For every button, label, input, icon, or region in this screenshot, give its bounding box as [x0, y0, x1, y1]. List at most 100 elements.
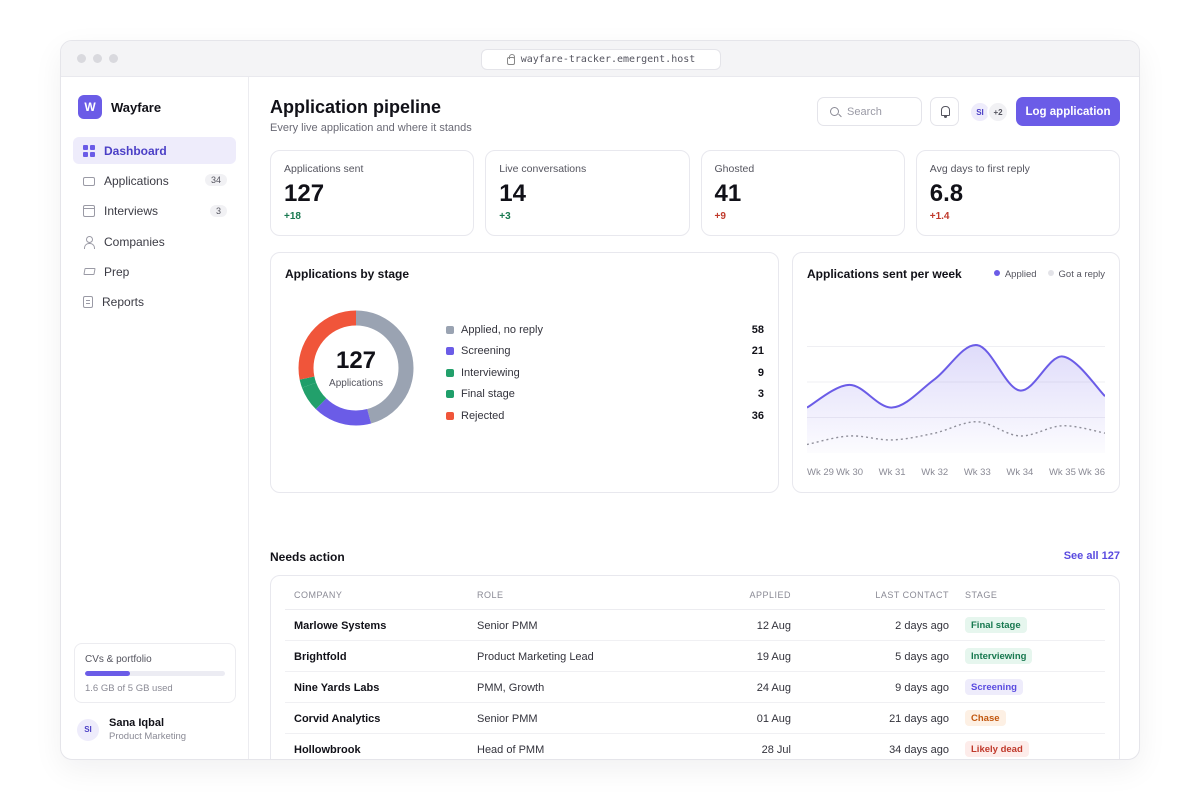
table-row[interactable]: Hollowbrook Head of PMM 28 Jul 34 days a… — [285, 734, 1105, 759]
team-avatars[interactable]: SI +2 — [969, 101, 1009, 123]
x-tick-label: Wk 29 — [807, 467, 834, 478]
cell-role: Senior PMM — [477, 620, 538, 632]
legend-label: Applied — [1004, 269, 1037, 280]
legend-item-rejected[interactable]: Rejected 36 — [446, 405, 764, 427]
cell-last-contact: 21 days ago — [889, 713, 949, 725]
notifications-button[interactable] — [930, 97, 959, 126]
legend-swatch — [446, 368, 454, 377]
kpi-delta: +3 — [499, 211, 511, 222]
folder-icon — [83, 177, 95, 187]
column-header-company[interactable]: COMPANY — [294, 590, 343, 600]
table-row[interactable]: Marlowe Systems Senior PMM 12 Aug 2 days… — [285, 610, 1105, 641]
sidebar: W Wayfare Dashboard Applications 34 Inte… — [61, 77, 249, 759]
calendar-icon — [83, 205, 95, 218]
cell-role: Senior PMM — [477, 713, 538, 725]
kpi-card-live-conversations[interactable]: Live conversations 14 +3 — [485, 150, 690, 236]
legend-value: 3 — [757, 388, 764, 401]
sidebar-nav: Dashboard Applications 34 Interviews 3 C… — [73, 137, 236, 319]
sidebar-item-applications[interactable]: Applications 34 — [73, 167, 236, 194]
legend-item-got-a-reply[interactable]: Got a reply — [1047, 269, 1105, 280]
search-input[interactable]: Search — [817, 97, 922, 126]
series-line-got-a-reply[interactable] — [807, 421, 1105, 446]
donut-center: 127 Applications — [294, 306, 418, 430]
legend-label: Final stage — [461, 388, 515, 401]
kpi-value: 6.8 — [929, 180, 964, 207]
cell-applied: 24 Aug — [756, 682, 791, 694]
document-icon — [83, 296, 93, 309]
table-row[interactable]: Brightfold Product Marketing Lead 19 Aug… — [285, 641, 1105, 672]
x-axis-ticks: Wk 29 Wk 30 Wk 31 Wk 32 Wk 33 Wk 34 Wk 35 Wk 36 — [807, 467, 1105, 479]
legend-value: 9 — [757, 366, 764, 379]
legend-item-applied[interactable]: Applied — [993, 269, 1037, 280]
legend-swatch — [1047, 270, 1054, 276]
column-header-role[interactable]: ROLE — [477, 590, 504, 600]
lock-icon — [506, 53, 515, 65]
table-row[interactable]: Nine Yards Labs PMM, Growth 24 Aug 9 day… — [285, 672, 1105, 703]
legend-label: Got a reply — [1058, 269, 1105, 280]
browser-window: wayfare-tracker.emergent.host W Wayfare … — [60, 40, 1140, 760]
x-tick-label: Wk 31 — [878, 467, 906, 478]
needs-action-table: COMPANY ROLE APPLIED LAST CONTACT STAGE … — [270, 575, 1120, 759]
see-all-link[interactable]: See all 127 — [1063, 550, 1120, 562]
card-title: Applications by stage — [285, 267, 410, 281]
cell-last-contact: 2 days ago — [895, 620, 949, 632]
column-header-stage[interactable]: STAGE — [965, 590, 998, 600]
kpi-label: Ghosted — [714, 163, 755, 175]
address-bar[interactable]: wayfare-tracker.emergent.host — [481, 49, 721, 70]
search-icon — [830, 107, 839, 116]
window-zoom-dot[interactable] — [109, 54, 118, 63]
legend-item-final-stage[interactable]: Final stage 3 — [446, 384, 764, 406]
kpi-card-avg-days-to-first-reply[interactable]: Avg days to first reply 6.8 +1.4 — [915, 150, 1120, 236]
sidebar-item-label: Interviews — [104, 204, 159, 219]
legend-label: Rejected — [461, 409, 505, 422]
brand[interactable]: W Wayfare — [78, 95, 161, 119]
column-header-last-contact[interactable]: LAST CONTACT — [875, 590, 949, 600]
sidebar-item-companies[interactable]: Companies — [73, 228, 236, 255]
stage-donut-chart — [298, 310, 414, 426]
storage-usage-text: 1.6 GB of 5 GB used — [85, 683, 173, 694]
x-tick-label: Wk 34 — [1006, 467, 1034, 478]
kpi-card-ghosted[interactable]: Ghosted 41 +9 — [700, 150, 905, 236]
legend-item-applied-no-reply[interactable]: Applied, no reply 58 — [446, 319, 764, 341]
stage-badge: Screening — [965, 679, 1023, 695]
cell-company: Hollowbrook — [294, 744, 361, 756]
series-line-applied[interactable] — [807, 344, 1105, 409]
sidebar-item-interviews[interactable]: Interviews 3 — [73, 198, 236, 225]
user-profile[interactable]: SI Sana Iqbal Product Marketing — [77, 717, 186, 742]
legend-item-interviewing[interactable]: Interviewing 9 — [446, 362, 764, 384]
window-close-dot[interactable] — [77, 54, 86, 63]
brand-name: Wayfare — [111, 99, 162, 115]
stage-badge: Interviewing — [965, 648, 1033, 664]
log-application-button[interactable]: Log application — [1016, 97, 1120, 126]
count-badge: 3 — [209, 204, 227, 217]
column-header-applied[interactable]: APPLIED — [749, 590, 791, 600]
cell-applied: 01 Aug — [756, 713, 791, 725]
weekly-area-chart — [807, 344, 1105, 453]
cell-company: Corvid Analytics — [294, 713, 381, 725]
kpi-card-applications-sent[interactable]: Applications sent 127 +18 — [270, 150, 475, 236]
kpi-delta: +18 — [284, 211, 301, 222]
user-name: Sana Iqbal — [109, 717, 165, 729]
storage-progress-fill — [85, 671, 130, 676]
chart-legend: Applied Got a reply — [993, 269, 1105, 280]
legend-value: 36 — [751, 409, 764, 422]
donut-slice-screening[interactable] — [298, 310, 414, 426]
page-title: Application pipeline — [270, 97, 442, 117]
cell-company: Brightfold — [294, 651, 347, 663]
storage-card[interactable]: CVs & portfolio 1.6 GB of 5 GB used — [74, 643, 236, 703]
table-row[interactable]: Corvid Analytics Senior PMM 01 Aug 21 da… — [285, 703, 1105, 734]
stage-badge: Final stage — [965, 617, 1027, 633]
chart-title: Applications sent per week — [807, 267, 962, 281]
user-icon — [83, 235, 95, 249]
window-minimize-dot[interactable] — [93, 54, 102, 63]
sidebar-item-dashboard[interactable]: Dashboard — [73, 137, 236, 164]
storage-progress-track — [85, 671, 225, 676]
sidebar-item-reports[interactable]: Reports — [73, 289, 236, 316]
donut-slice-rejected[interactable] — [298, 310, 414, 426]
legend-item-screening[interactable]: Screening 21 — [446, 341, 764, 363]
x-tick-label: Wk 30 — [836, 467, 864, 478]
cell-role: Head of PMM — [477, 744, 545, 756]
sidebar-item-prep[interactable]: Prep — [73, 259, 236, 286]
cell-role: Product Marketing Lead — [477, 651, 594, 663]
legend-swatch — [993, 270, 1000, 276]
